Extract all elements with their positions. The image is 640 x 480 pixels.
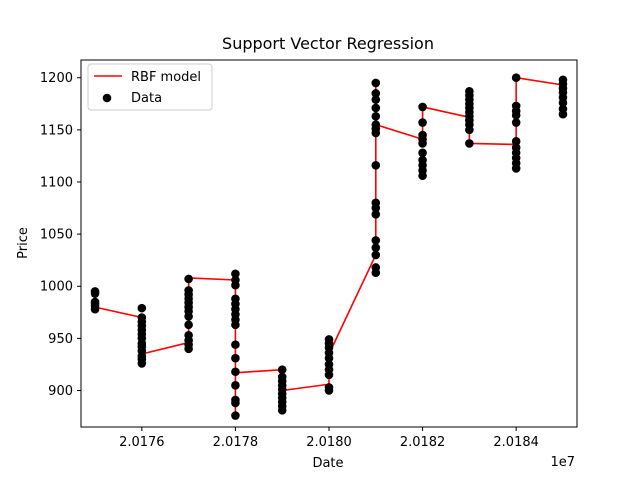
data-point xyxy=(418,102,427,112)
plot-area xyxy=(80,59,578,428)
y-tick-label: 950 xyxy=(48,332,73,347)
data-point xyxy=(511,73,521,83)
data-point xyxy=(558,104,568,114)
data-point xyxy=(418,118,427,127)
y-tick-label: 1100 xyxy=(40,175,73,190)
data-point xyxy=(371,198,381,208)
legend-label-data: Data xyxy=(131,91,162,106)
data-point xyxy=(371,112,381,121)
data-point xyxy=(90,297,100,307)
data-point xyxy=(137,303,147,313)
data-point xyxy=(511,101,521,111)
data-point xyxy=(231,353,240,363)
x-tick-label: 2.0176 xyxy=(119,435,165,450)
legend: RBF model Data xyxy=(87,63,213,111)
y-tick-label: 900 xyxy=(48,384,73,399)
x-axis-offset-label: 1e7 xyxy=(550,455,575,470)
data-point xyxy=(184,286,193,295)
data-point xyxy=(231,367,240,377)
data-point xyxy=(231,275,240,285)
data-point xyxy=(231,294,240,304)
data-point xyxy=(90,287,100,296)
data-point xyxy=(371,236,381,245)
legend-marker-swatch xyxy=(102,93,112,103)
y-tick-label: 1000 xyxy=(40,280,73,295)
data-point xyxy=(137,313,147,322)
y-axis-label: Price xyxy=(16,227,31,259)
data-point xyxy=(277,372,287,382)
x-tick-label: 2.0178 xyxy=(213,435,259,450)
x-axis-label: Date xyxy=(312,456,343,471)
data-point xyxy=(231,395,240,405)
data-point xyxy=(418,148,427,158)
x-tick-label: 2.0182 xyxy=(400,435,446,450)
data-point xyxy=(324,383,334,392)
data-point xyxy=(511,143,521,152)
data-point xyxy=(184,330,193,340)
x-tick-label: 2.0184 xyxy=(493,435,539,450)
data-point xyxy=(371,161,381,170)
data-point xyxy=(231,340,240,349)
y-axis: 900 950 1000 1050 1100 1150 1200 xyxy=(40,71,81,399)
data-point xyxy=(465,86,474,96)
y-tick-label: 1050 xyxy=(40,228,73,243)
data-point xyxy=(184,320,193,330)
data-point xyxy=(324,335,334,344)
data-point xyxy=(511,137,521,146)
data-point xyxy=(371,78,381,88)
data-point xyxy=(371,263,381,272)
data-point xyxy=(231,381,240,390)
data-point xyxy=(371,120,381,129)
data-point xyxy=(558,75,568,85)
chart-title: Support Vector Regression xyxy=(222,34,434,53)
data-point xyxy=(371,103,381,113)
x-axis: 2.0176 2.0178 2.0180 2.0182 2.0184 xyxy=(119,427,539,450)
legend-label-model: RBF model xyxy=(131,70,201,85)
data-point xyxy=(371,250,381,260)
data-point xyxy=(324,360,334,369)
y-tick-label: 1150 xyxy=(40,123,73,138)
data-point xyxy=(371,95,381,104)
y-tick-label: 1200 xyxy=(40,71,73,86)
data-point xyxy=(371,243,381,252)
data-point xyxy=(184,274,193,284)
data-point xyxy=(371,89,381,98)
x-tick-label: 2.0180 xyxy=(306,435,352,450)
data-point-series xyxy=(90,73,568,420)
data-point xyxy=(371,210,381,219)
data-point xyxy=(465,139,474,148)
data-point xyxy=(418,155,427,165)
data-point xyxy=(277,365,287,374)
data-point xyxy=(231,411,240,420)
data-point xyxy=(511,118,521,127)
data-point xyxy=(418,130,427,140)
data-point xyxy=(231,269,240,279)
